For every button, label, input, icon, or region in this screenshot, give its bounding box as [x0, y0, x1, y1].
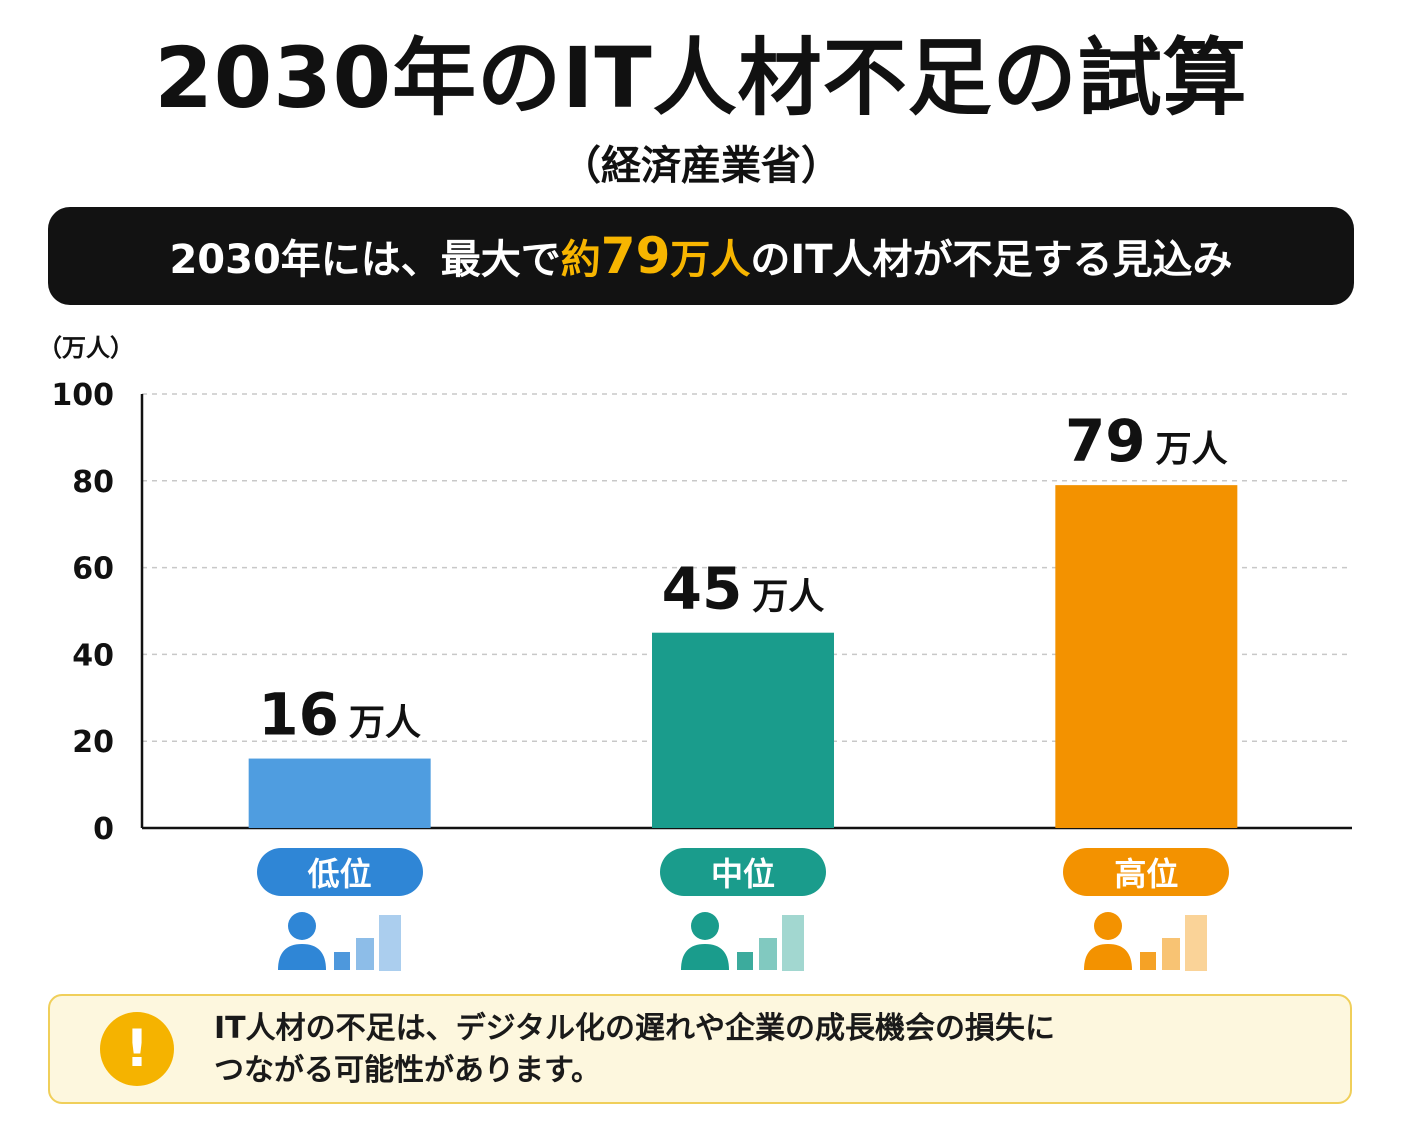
- banner-suffix: のIT人材が不足する見込み: [750, 237, 1233, 283]
- person-bars-icon: [1084, 912, 1208, 971]
- banner-prefix: 2030年には、最大で: [169, 237, 561, 283]
- person-bars-icon: [277, 912, 401, 971]
- notice-text-line2: つながる可能性があります。: [214, 1053, 601, 1088]
- y-axis-unit-label: （万人）: [38, 334, 134, 362]
- banner-highlight-number: 79: [600, 227, 671, 285]
- y-tick-label-80: 80: [72, 465, 114, 500]
- notice-text-line1: IT人材の不足は、デジタル化の遅れや企業の成長機会の損失に: [214, 1011, 1056, 1046]
- y-tick-label-60: 60: [72, 552, 114, 587]
- data-label-0: 16 万人: [258, 681, 421, 749]
- category-label-2: 高位: [1063, 848, 1230, 896]
- summary-banner: 2030年には、最大で 約 79 万人 のIT人材が不足する見込み: [48, 207, 1354, 305]
- bar-2: [1055, 485, 1238, 828]
- bar-1: [652, 632, 834, 828]
- page-subtitle: （経済産業省）: [561, 143, 841, 189]
- data-label-value-2: 79: [1065, 407, 1146, 475]
- y-tick-label-0: 0: [93, 812, 114, 847]
- category-label-0: 低位: [256, 848, 423, 896]
- y-tick-label-40: 40: [72, 638, 114, 673]
- category-label-1: 中位: [660, 848, 826, 896]
- data-label-unit-2: 万人: [1156, 429, 1228, 470]
- data-label-unit-1: 万人: [752, 577, 824, 618]
- data-label-2: 79 万人: [1065, 407, 1228, 475]
- data-label-value-0: 16: [258, 681, 339, 749]
- y-tick-label-20: 20: [72, 725, 114, 760]
- page-title: 2030年のIT人材不足の試算: [154, 29, 1248, 127]
- data-label-1: 45 万人: [662, 555, 825, 623]
- banner-highlight-unit: 万人: [670, 237, 751, 283]
- y-tick-label-100: 100: [51, 378, 114, 413]
- person-bars-icon: [681, 912, 804, 971]
- data-label-unit-0: 万人: [349, 703, 421, 744]
- notice-text: IT人材の不足は、デジタル化の遅れや企業の成長機会の損失に つながる可能性があり…: [214, 1008, 1324, 1092]
- notice-box: ! IT人材の不足は、デジタル化の遅れや企業の成長機会の損失に つながる可能性が…: [48, 994, 1352, 1104]
- banner-highlight-pre: 約: [560, 237, 601, 283]
- exclamation-icon: !: [100, 1012, 174, 1086]
- bar-0: [248, 758, 431, 828]
- data-label-value-1: 45: [662, 555, 743, 623]
